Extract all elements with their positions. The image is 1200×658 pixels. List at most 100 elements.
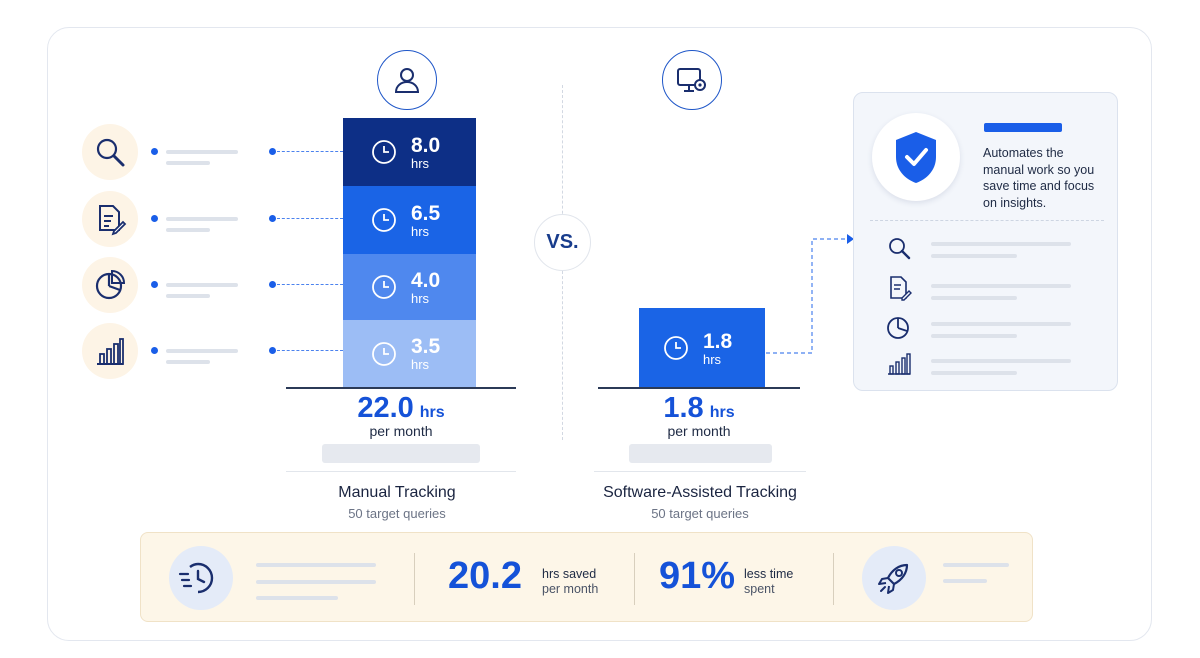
manual-per-month: per month — [369, 423, 433, 439]
panel-separator — [870, 220, 1104, 221]
placeholder-line — [931, 242, 1071, 246]
placeholder-line — [256, 596, 338, 600]
software-subtitle: 50 target queries — [651, 506, 749, 521]
segment-value: 1.8 — [703, 329, 733, 353]
software-total-value: 1.8 — [663, 392, 704, 424]
dashed-connector — [277, 350, 343, 351]
segment-unit: hrs — [411, 357, 430, 372]
software-title: Software-Assisted Tracking — [603, 484, 797, 501]
percent-text: less time — [744, 567, 794, 581]
placeholder-pill — [322, 444, 480, 463]
time-history-icon — [169, 546, 233, 610]
software-caption: Software-Assisted Tracking 50 target que… — [584, 484, 816, 521]
pie-chart-icon — [82, 257, 138, 313]
segment-unit: hrs — [411, 155, 430, 171]
connector-dot — [151, 281, 158, 288]
placeholder-line — [166, 161, 210, 165]
manual-total: 22.0 hrs per month — [286, 392, 516, 439]
manual-baseline — [286, 387, 516, 389]
connector-dot — [269, 347, 276, 354]
dashed-connector — [277, 284, 343, 285]
summary-bar: 20.2 hrs saved per month 91% less time s… — [140, 532, 1033, 622]
segment-value: 8.0 — [411, 133, 441, 157]
manual-subtitle: 50 target queries — [348, 506, 446, 521]
placeholder-line — [256, 580, 376, 584]
manual-segment-3: 4.0 hrs — [343, 254, 476, 320]
manual-total-value: 22.0 — [357, 392, 414, 424]
divider — [594, 471, 806, 472]
hours-saved-text: hrs saved — [542, 567, 597, 581]
segment-unit: hrs — [703, 351, 722, 367]
placeholder-line — [256, 563, 376, 567]
monitor-gear-icon — [662, 50, 722, 110]
percent-value: 91% — [659, 555, 736, 597]
percent-label: less time spent — [744, 567, 793, 597]
segment-value: 3.5 — [411, 335, 441, 358]
placeholder-pill — [629, 444, 772, 463]
manual-total-unit: hrs — [419, 404, 445, 421]
segment-unit: hrs — [411, 223, 430, 239]
software-per-month: per month — [667, 423, 731, 439]
placeholder-line — [943, 579, 987, 583]
bar-chart-icon — [82, 323, 138, 379]
divider — [286, 471, 516, 472]
connector-dot — [151, 148, 158, 155]
segment-value: 4.0 — [411, 268, 441, 292]
hours-saved-sub: per month — [542, 582, 599, 596]
connector-dot — [151, 215, 158, 222]
software-segment: 1.8 hrs — [639, 308, 765, 388]
search-icon — [82, 124, 138, 180]
software-baseline — [598, 387, 800, 389]
search-icon — [889, 238, 911, 260]
shield-check-icon — [872, 113, 960, 201]
manual-title: Manual Tracking — [338, 484, 456, 501]
panel-description: Automates the manual work so you save ti… — [983, 146, 1095, 210]
connector-dot — [269, 281, 276, 288]
placeholder-line — [166, 228, 210, 232]
placeholder-line — [943, 563, 1009, 567]
segment-unit: hrs — [411, 290, 430, 306]
hours-saved-value: 20.2 — [448, 555, 522, 597]
connector-dot — [151, 347, 158, 354]
placeholder-line — [166, 360, 210, 364]
clock-icon — [372, 140, 396, 164]
percent-sub: spent — [744, 582, 775, 596]
clock-icon — [664, 336, 688, 360]
placeholder-line — [931, 334, 1017, 338]
dashed-connector — [277, 218, 343, 219]
segment-value: 6.5 — [411, 201, 441, 225]
accent-bar — [984, 123, 1062, 132]
software-total-unit: hrs — [709, 404, 735, 421]
manual-segment-2: 6.5 hrs — [343, 186, 476, 254]
software-total: 1.8 hrs per month — [598, 392, 800, 439]
pie-chart-icon — [887, 317, 909, 339]
bar-chart-icon — [888, 353, 911, 375]
summary-divider — [634, 553, 635, 605]
summary-divider — [833, 553, 834, 605]
placeholder-line — [931, 359, 1071, 363]
placeholder-line — [931, 284, 1071, 288]
placeholder-line — [166, 217, 238, 221]
vs-badge: VS. — [534, 214, 591, 271]
placeholder-line — [931, 371, 1017, 375]
placeholder-line — [166, 150, 238, 154]
placeholder-line — [166, 294, 210, 298]
manual-segment-1: 8.0 hrs — [343, 118, 476, 186]
placeholder-line — [931, 322, 1071, 326]
placeholder-line — [166, 349, 238, 353]
connector-dot — [269, 148, 276, 155]
manual-caption: Manual Tracking 50 target queries — [286, 484, 508, 521]
dashed-arrow-connector — [766, 234, 854, 354]
clock-icon — [372, 341, 396, 366]
manual-segment-4: 3.5 hrs — [343, 320, 476, 387]
user-icon — [377, 50, 437, 110]
placeholder-line — [166, 283, 238, 287]
rocket-icon — [862, 546, 926, 610]
hours-saved-label: hrs saved per month — [542, 567, 598, 597]
connector-dot — [269, 215, 276, 222]
automation-panel: Automates the manual work so you save ti… — [853, 92, 1118, 391]
placeholder-line — [931, 296, 1017, 300]
dashed-connector — [277, 151, 343, 152]
placeholder-line — [931, 254, 1017, 258]
document-edit-icon — [82, 191, 138, 247]
